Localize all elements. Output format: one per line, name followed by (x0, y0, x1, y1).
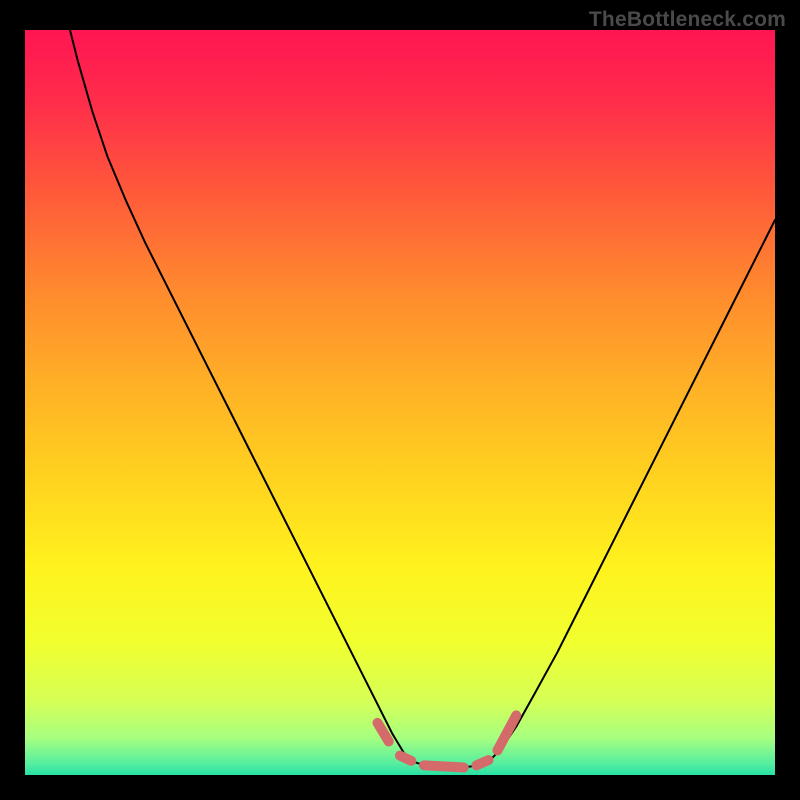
plot-svg (25, 30, 775, 775)
plot-area (25, 30, 775, 775)
gradient-background (25, 30, 775, 775)
chart-frame: TheBottleneck.com (0, 0, 800, 800)
watermark-text: TheBottleneck.com (589, 8, 786, 32)
